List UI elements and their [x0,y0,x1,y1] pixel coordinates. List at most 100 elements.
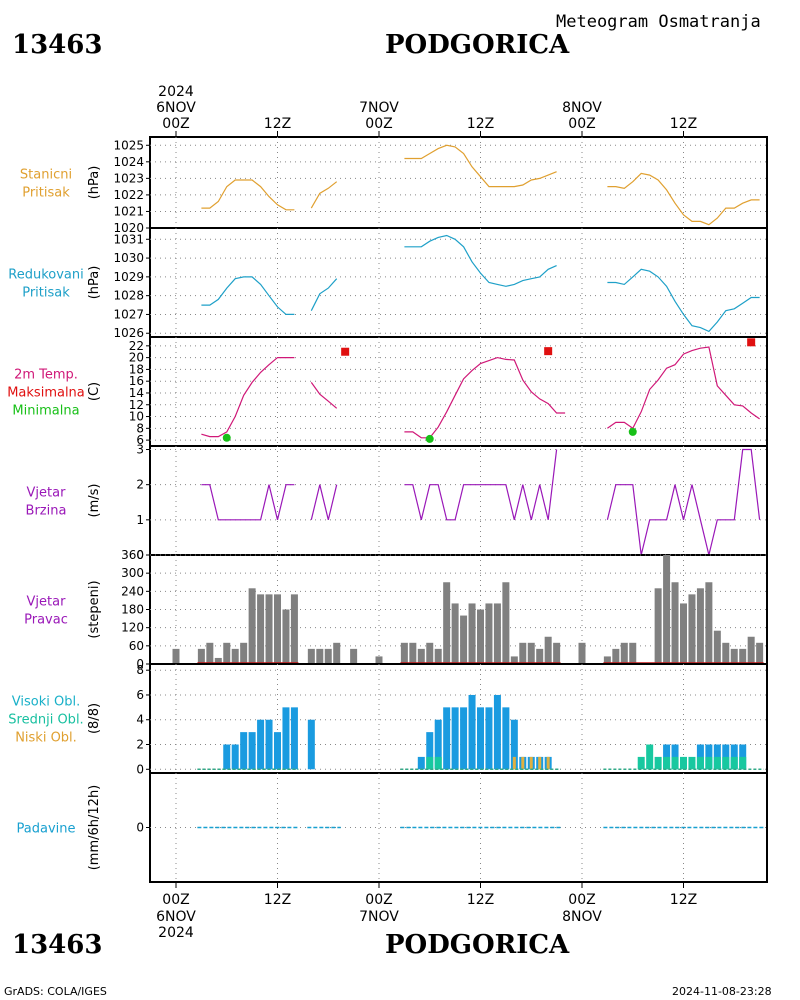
wdir-bar [231,648,239,664]
bottom-hour-label: 12Z [264,892,291,908]
wdir-bar [519,642,527,664]
series-line-temp [310,382,338,409]
top-date-label: 8NOV [562,100,602,116]
cloud-mid-bar [663,756,671,770]
top-hour-label: 00Z [365,116,392,132]
wdir-bar [443,582,451,664]
top-hour-label: 12Z [670,116,697,132]
wdir-bar [206,642,214,664]
bottom-hour-label: 00Z [568,892,595,908]
wdir-bar [493,603,501,664]
y-tick-label: 180 [121,603,144,617]
cloud-high-bar [282,707,290,770]
y-tick-label: 22 [129,339,144,353]
cloud-high-bar [231,744,239,770]
cloud-mid-bar [739,756,747,770]
wdir-bar [620,642,628,664]
wdir-bar [451,603,459,664]
wdir-bar [663,555,671,664]
wdir-bar [502,582,510,664]
top-date-label: 6NOV [156,100,196,116]
cloud-high-bar [460,707,468,770]
wdir-bar [324,648,332,664]
y-tick-label: 1024 [113,155,144,169]
wdir-bar [730,648,738,664]
unit-label-temp: (C) [87,382,102,401]
y-tick-label: 8 [136,663,144,677]
cloud-mid-bar [730,756,738,770]
cloud-mid-bar [680,756,687,770]
cloud-high-bar [502,707,510,770]
panel-label-clouds: Srednji Obl. [8,713,83,728]
panel-label-temp: 2m Temp. [14,368,78,383]
unit-label-pressure: (hPa) [87,166,102,200]
y-tick-label: 2 [136,478,144,492]
wdir-bar [333,642,341,664]
panel-label-temp: Maksimalna [7,386,85,401]
cloud-mid-bar [637,756,645,770]
credit: GrADS: COLA/IGES [4,985,107,998]
tmin-marker [222,433,231,442]
series-line-wspd [404,449,558,521]
y-tick-label: 0 [136,657,144,671]
panel-label-wdir: Pravac [24,613,68,628]
wdir-bar [536,648,544,664]
y-tick-label: 1 [136,513,144,527]
cloud-low-bar [521,756,525,770]
y-tick-label: 0 [136,548,144,562]
timestamp: 2024-11-08-23:28 [672,985,772,998]
y-tick-label: 3 [136,443,144,457]
panel-frame-pressure [149,136,768,229]
wdir-bar [756,642,764,664]
y-tick-label: 1022 [113,188,144,202]
top-hour-label: 00Z [162,116,189,132]
y-tick-label: 1031 [113,232,144,246]
series-line-pressure [404,144,557,188]
y-tick-label: 1030 [113,251,144,265]
cloud-mid-bar [713,756,721,770]
bottom-hour-label: 00Z [365,892,392,908]
series-line-wspd [310,484,338,520]
subtitle: Meteogram Osmatranja [556,12,761,32]
bottom-hour-label: 00Z [162,892,189,908]
series-line-wspd [201,484,295,521]
wdir-bar [680,603,687,664]
cloud-mid-bar [722,756,730,770]
station-id-top: 13463 [12,30,103,60]
cloud-low-bar [512,756,516,770]
station-name-top: PODGORICA [385,30,570,60]
panel-frame-temp [149,336,768,447]
y-tick-label: 1026 [113,326,144,340]
panel-frame-reduced [149,227,768,338]
wdir-bar [603,656,611,664]
series-line-reduced [404,234,557,287]
tmax-marker [544,347,553,356]
wdir-bar [265,594,273,664]
cloud-high-bar [493,694,501,770]
cloud-high-bar [485,707,493,770]
wdir-bar [696,588,704,664]
wdir-bar [468,603,476,664]
series-line-wspd [606,448,761,556]
cloud-high-bar [290,707,298,770]
unit-label-precip: (mm/6h/12h) [87,785,102,871]
series-line-reduced [310,278,338,311]
wdir-bar [307,648,315,664]
panel-label-wspd: Vjetar [27,486,67,501]
cloud-mid-bar [426,756,434,770]
y-tick-label: 1029 [113,270,144,284]
wdir-bar [722,642,730,664]
wdir-bar [460,615,468,664]
wdir-bar [375,656,383,664]
y-tick-label: 8 [136,421,144,435]
y-tick-label: 6 [136,688,144,702]
y-tick-label: 0 [136,821,144,835]
top-date-label: 7NOV [359,100,399,116]
y-tick-label: 20 [129,351,144,365]
y-tick-label: 120 [121,621,144,635]
y-tick-label: 240 [121,584,144,598]
unit-label-clouds: (8/8) [87,703,102,734]
y-tick-label: 60 [129,639,144,653]
cloud-high-bar [443,707,451,770]
wdir-bar [553,642,561,664]
